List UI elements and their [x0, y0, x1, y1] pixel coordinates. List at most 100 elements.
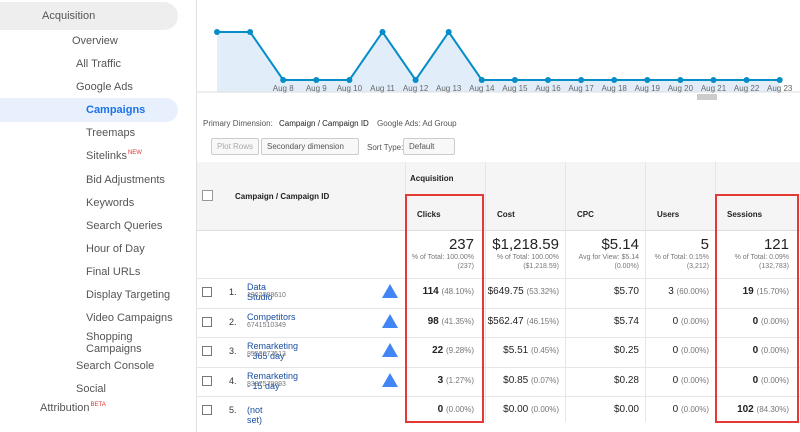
- nav-label: Social: [76, 383, 106, 395]
- point: [280, 77, 287, 83]
- campaign-name[interactable]: Remarketing - 365 day: [247, 341, 299, 361]
- nav-item[interactable]: Google Ads: [76, 81, 133, 93]
- point: [247, 29, 254, 35]
- secondary-dimension[interactable]: Secondary dimension: [261, 138, 359, 155]
- cell: 0 (0.00%): [645, 404, 709, 415]
- cell-percent: (0.00%): [760, 375, 789, 385]
- campaign-name[interactable]: (not set): [247, 405, 263, 425]
- chart-handle: [697, 94, 717, 100]
- sort-type[interactable]: Default: [403, 138, 455, 155]
- nav-item[interactable]: Keywords: [86, 197, 134, 209]
- cell-value: 19: [742, 286, 754, 297]
- cell: 0 (0.00%): [645, 375, 709, 386]
- x-tick-label: Aug 11: [370, 84, 395, 93]
- cell-percent: (1.27%): [445, 375, 474, 385]
- cell: $0.00 (0.00%): [485, 404, 559, 415]
- nav-item[interactable]: Display Targeting: [86, 289, 170, 301]
- cell-percent: (60.00%): [676, 287, 709, 296]
- cell: 0 (0.00%): [405, 404, 474, 415]
- campaign-id: 1362088610: [247, 292, 286, 299]
- cell-value: 0: [752, 315, 759, 327]
- cell: 102 (84.30%): [715, 404, 789, 415]
- column-header[interactable]: Cost: [497, 210, 515, 219]
- cell-percent: (0.00%): [680, 375, 709, 385]
- checkbox[interactable]: [202, 287, 212, 297]
- nav-item[interactable]: SitelinksNEW: [86, 150, 142, 162]
- total-cell: 5% of Total: 0.15% (3,212): [645, 236, 709, 271]
- cell-value: 102: [737, 404, 754, 415]
- campaign-name[interactable]: Data Studio: [247, 282, 273, 302]
- total-cell: 237% of Total: 100.00% (237): [405, 236, 474, 271]
- nav-label: Acquisition: [42, 10, 96, 22]
- nav-item[interactable]: Video Campaigns: [86, 312, 173, 324]
- row-line: [197, 278, 800, 279]
- plot-rows[interactable]: Plot Rows: [211, 138, 260, 155]
- x-tick-label: Aug 18: [602, 84, 628, 93]
- nav-item[interactable]: Search Queries: [86, 220, 162, 232]
- active-bg: [0, 98, 178, 122]
- nav-item[interactable]: Shopping Campaigns: [86, 331, 166, 355]
- nav-item[interactable]: Overview: [72, 35, 118, 47]
- column-line: [485, 162, 486, 422]
- campaign-name[interactable]: Remarketing - 15 day: [247, 370, 299, 391]
- x-tick-label: Aug 17: [568, 84, 594, 93]
- main: Aug 8 Aug 9 Aug 10 Aug 11 Aug 12 Aug 13 Aug 14…: [197, 0, 800, 432]
- point: [743, 77, 750, 83]
- cell-value: $562.47: [487, 315, 524, 327]
- cell: $5.51 (0.45%): [485, 345, 559, 356]
- nav-item[interactable]: Treemaps: [86, 127, 135, 139]
- checkbox[interactable]: [202, 346, 212, 356]
- column-header[interactable]: CPC: [577, 210, 594, 219]
- column-header[interactable]: Sessions: [727, 210, 763, 219]
- column-header[interactable]: Users: [657, 210, 680, 219]
- nav-item[interactable]: Hour of Day: [86, 243, 145, 255]
- nav-label: Search Queries: [86, 220, 163, 232]
- checkbox[interactable]: [202, 405, 212, 415]
- cell: 3 (60.00%): [645, 286, 709, 297]
- alt-dimension[interactable]: Google Ads: Ad Group: [377, 119, 457, 128]
- cell-value: $0.00: [613, 404, 639, 415]
- sidebar: Acquisition Overview All Traffic Google Ads…: [0, 0, 197, 432]
- nav-item[interactable]: Campaigns: [86, 104, 145, 116]
- cell-percent: (0.00%): [680, 316, 709, 326]
- nav-item[interactable]: Bid Adjustments: [86, 174, 165, 186]
- nav-item[interactable]: Search Console: [76, 360, 154, 372]
- row-line: [197, 230, 800, 231]
- nav-item[interactable]: Acquisition: [42, 10, 95, 22]
- section-bg: [0, 2, 178, 30]
- cell: 0 (0.00%): [645, 345, 709, 356]
- cell-value: 0: [752, 345, 759, 356]
- nav-label: Final URLs: [86, 266, 141, 278]
- cell: $0.28: [565, 375, 639, 386]
- cell: 0 (0.00%): [715, 345, 789, 356]
- cell-value: $5.51: [503, 345, 529, 356]
- campaign-name[interactable]: Competitors: [247, 311, 296, 322]
- cell-value: $649.75: [487, 286, 524, 297]
- total-note: Avg for View: $5.14 (0.00%): [578, 254, 639, 270]
- checkbox[interactable]: [202, 190, 213, 201]
- cell-value: 22: [432, 345, 444, 356]
- checkbox[interactable]: [202, 316, 212, 327]
- nav-item[interactable]: AttributionBETA: [40, 402, 106, 414]
- cell: $0.25: [565, 345, 639, 356]
- row-index: 3.: [229, 346, 237, 356]
- nav-item[interactable]: All Traffic: [76, 58, 121, 70]
- nav-label: Sitelinks: [86, 150, 127, 162]
- total-note: % of Total: 100.00% ($1,218.59): [496, 254, 559, 270]
- cell-percent: (46.15%): [526, 316, 559, 326]
- point: [545, 77, 551, 83]
- badge: NEW: [127, 150, 142, 157]
- cell-value: $0.28: [613, 374, 639, 386]
- point: [214, 29, 220, 35]
- point: [710, 77, 717, 83]
- column-line: [565, 162, 566, 422]
- cell-value: 98: [427, 315, 439, 327]
- row-line: [197, 307, 800, 309]
- cell-percent: (0.00%): [760, 316, 789, 326]
- nav-item[interactable]: Social: [76, 383, 106, 395]
- dimension-header: Campaign / Campaign ID: [235, 192, 330, 201]
- column-header[interactable]: Clicks: [417, 210, 441, 219]
- checkbox[interactable]: [202, 375, 212, 386]
- nav-item[interactable]: Final URLs: [86, 266, 140, 278]
- total-value: 121: [763, 236, 789, 253]
